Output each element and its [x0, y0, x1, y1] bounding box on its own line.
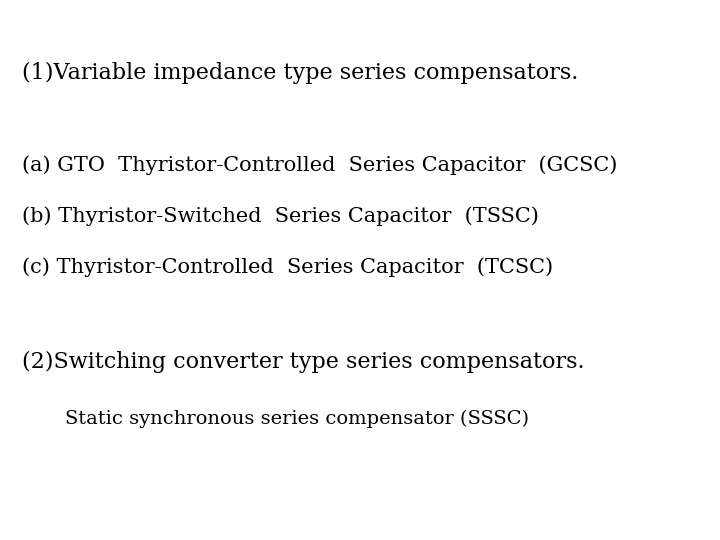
Text: (1)Variable impedance type series compensators.: (1)Variable impedance type series compen…: [22, 62, 578, 84]
Text: (2)Switching converter type series compensators.: (2)Switching converter type series compe…: [22, 351, 584, 373]
Text: Static synchronous series compensator (SSSC): Static synchronous series compensator (S…: [65, 409, 528, 428]
Text: (b) Thyristor-Switched  Series Capacitor  (TSSC): (b) Thyristor-Switched Series Capacitor …: [22, 206, 539, 226]
Text: (a) GTO  Thyristor-Controlled  Series Capacitor  (GCSC): (a) GTO Thyristor-Controlled Series Capa…: [22, 155, 617, 174]
Text: (c) Thyristor-Controlled  Series Capacitor  (TCSC): (c) Thyristor-Controlled Series Capacito…: [22, 258, 553, 277]
